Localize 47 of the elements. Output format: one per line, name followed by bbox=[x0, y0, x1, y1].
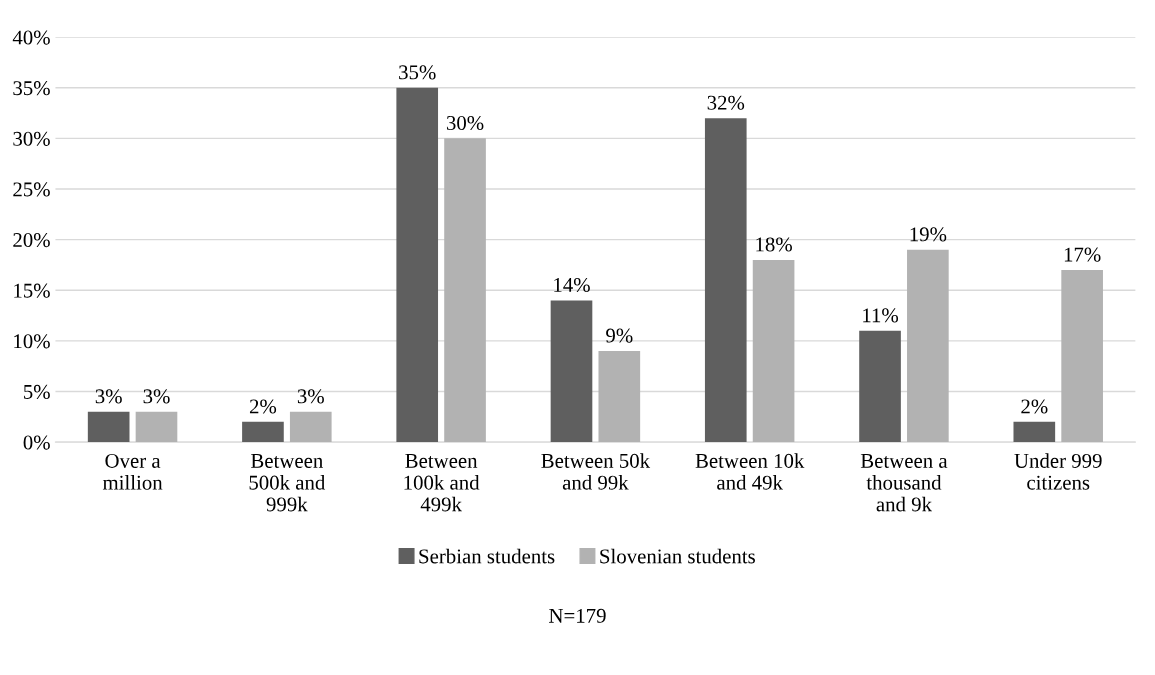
data-label: 3% bbox=[95, 389, 122, 404]
x-tick-label: Between 500k and 999k bbox=[249, 454, 326, 512]
y-tick-label: 40% bbox=[12, 30, 50, 45]
y-tick-label: 25% bbox=[13, 182, 50, 197]
x-tick-label: Between 10k and 49k bbox=[695, 453, 805, 490]
data-label: 2% bbox=[249, 399, 277, 414]
data-label: 18% bbox=[756, 237, 792, 252]
data-label: 17% bbox=[1064, 247, 1101, 262]
x-tick-label: Between a thousand and 9k bbox=[860, 454, 948, 512]
bar bbox=[289, 411, 332, 443]
bar bbox=[598, 351, 641, 443]
x-tick-label: Between 50k and 99k bbox=[541, 453, 651, 490]
y-tick-label: 5% bbox=[24, 384, 50, 399]
legend-label: Serbian students bbox=[419, 548, 555, 564]
data-label: 32% bbox=[707, 95, 745, 110]
bar bbox=[550, 300, 593, 443]
bar bbox=[859, 330, 901, 443]
data-label: 35% bbox=[399, 65, 436, 80]
data-label: 2% bbox=[1021, 399, 1048, 414]
bar bbox=[242, 421, 284, 443]
y-tick-label: 20% bbox=[13, 233, 50, 248]
data-label: 9% bbox=[606, 328, 633, 343]
bar bbox=[396, 87, 439, 443]
bar bbox=[1013, 421, 1056, 443]
bar bbox=[907, 249, 949, 443]
x-tick-label: Over a million bbox=[102, 453, 163, 490]
data-label: 3% bbox=[297, 389, 324, 404]
x-tick-label: Between 100k and 499k bbox=[404, 454, 480, 512]
bar bbox=[704, 118, 747, 443]
bar bbox=[1061, 270, 1103, 443]
y-tick-label: 35% bbox=[13, 81, 50, 96]
bar bbox=[752, 259, 795, 443]
bar bbox=[135, 411, 178, 443]
x-tick-label: Under 999 citizens bbox=[1014, 453, 1102, 490]
y-tick-label: 30% bbox=[13, 131, 50, 146]
data-label: 19% bbox=[910, 227, 947, 242]
bar bbox=[87, 411, 130, 443]
data-label: 3% bbox=[143, 389, 170, 404]
data-label: 14% bbox=[554, 277, 590, 293]
text: N=179 bbox=[549, 608, 606, 623]
data-label: 30% bbox=[446, 115, 484, 131]
y-tick-label: 0% bbox=[23, 435, 50, 450]
y-tick-label: 10% bbox=[14, 334, 50, 349]
legend-label: Slovenian students bbox=[600, 548, 755, 564]
y-tick-label: 15% bbox=[14, 283, 50, 298]
bar bbox=[444, 138, 486, 443]
data-label: 11% bbox=[863, 308, 899, 323]
